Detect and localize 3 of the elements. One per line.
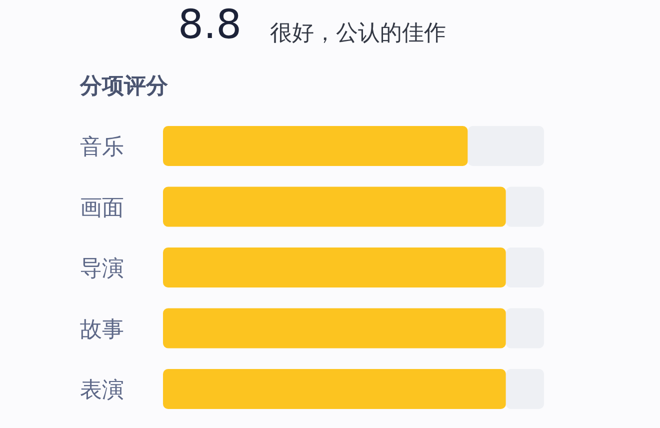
annotation: 很好，公认的佳作	[270, 21, 446, 46]
annotation: 8.8	[178, 2, 242, 48]
title: 分项评分	[80, 74, 168, 99]
